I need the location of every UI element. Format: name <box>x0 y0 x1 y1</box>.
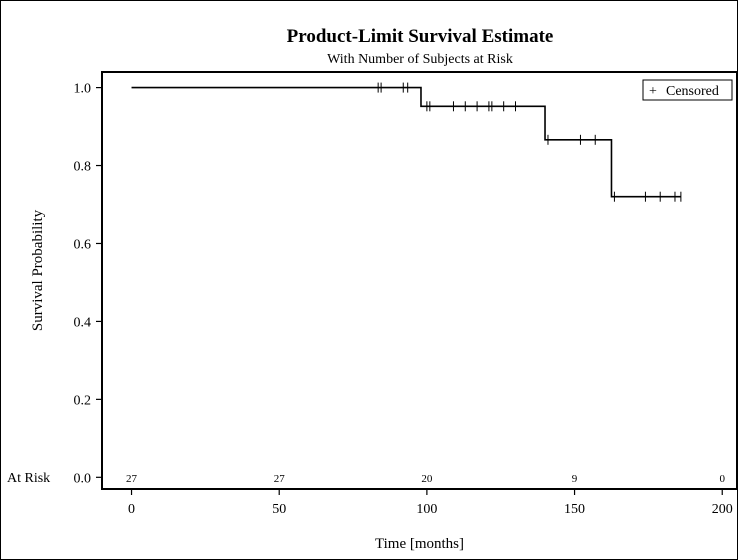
chart-title: Product-Limit Survival Estimate <box>287 26 554 47</box>
censored-marks <box>377 82 682 202</box>
y-tick-label: 0.4 <box>74 315 92 330</box>
x-tick-label: 200 <box>712 502 733 517</box>
legend-box <box>642 79 733 101</box>
legend-label-censored: Censored <box>666 84 719 99</box>
x-axis-label: Time [months] <box>375 536 464 552</box>
plot-area <box>101 71 737 490</box>
survival-curve <box>131 86 681 198</box>
at-risk-count: 27 <box>126 473 138 485</box>
legend: + Censored <box>642 79 733 101</box>
x-tick-label: 150 <box>564 502 585 517</box>
at-risk-label: At Risk <box>7 471 50 486</box>
y-tick-label: 0.2 <box>74 393 92 408</box>
y-tick-label: 0.0 <box>74 471 92 486</box>
x-tick-label: 100 <box>416 502 437 517</box>
y-tick-label: 1.0 <box>74 82 92 97</box>
x-tick-label: 0 <box>128 502 135 517</box>
x-tick-label: 50 <box>272 502 286 517</box>
at-risk-count: 0 <box>719 473 725 485</box>
y-axis-label: Survival Probability <box>30 209 46 331</box>
at-risk-counts: 27 27 20 9 0 <box>126 473 725 485</box>
legend-symbol-censored: + <box>649 84 657 99</box>
at-risk-count: 27 <box>274 473 286 485</box>
at-risk-count: 20 <box>421 473 433 485</box>
y-axis: 0.0 0.2 0.4 0.6 0.8 1.0 <box>74 82 102 486</box>
chart-subtitle: With Number of Subjects at Risk <box>327 52 513 67</box>
at-risk-count: 9 <box>572 473 578 485</box>
y-tick-label: 0.8 <box>74 160 92 175</box>
x-axis: 0 50 100 150 200 <box>128 489 733 517</box>
y-tick-label: 0.6 <box>74 237 92 252</box>
